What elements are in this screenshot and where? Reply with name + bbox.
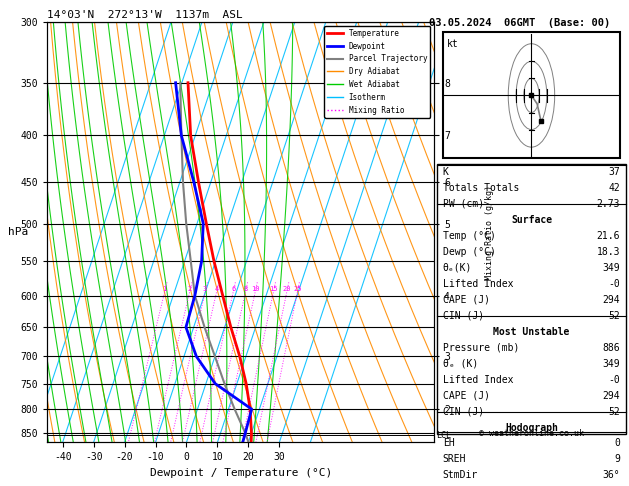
Text: 4: 4: [214, 286, 219, 292]
Text: 14°03'N  272°13'W  1137m  ASL: 14°03'N 272°13'W 1137m ASL: [47, 10, 243, 20]
Text: Totals Totals: Totals Totals: [443, 183, 519, 193]
Y-axis label: Mixing Ratio (g/kg): Mixing Ratio (g/kg): [484, 185, 494, 279]
Text: 2: 2: [187, 286, 192, 292]
Text: CIN (J): CIN (J): [443, 311, 484, 321]
FancyBboxPatch shape: [443, 33, 620, 158]
Text: 18.3: 18.3: [597, 247, 620, 257]
Text: 10: 10: [251, 286, 259, 292]
Text: © weatheronline.co.uk: © weatheronline.co.uk: [479, 429, 584, 438]
Text: 03.05.2024  06GMT  (Base: 00): 03.05.2024 06GMT (Base: 00): [429, 18, 610, 28]
Text: K: K: [443, 167, 448, 177]
Text: Hodograph: Hodograph: [505, 422, 558, 433]
Text: Dewp (°C): Dewp (°C): [443, 247, 496, 257]
Text: EH: EH: [443, 438, 455, 449]
Text: Surface: Surface: [511, 215, 552, 225]
Text: 25: 25: [293, 286, 301, 292]
Text: θₑ(K): θₑ(K): [443, 263, 472, 273]
Text: 21.6: 21.6: [597, 231, 620, 241]
Text: 6: 6: [231, 286, 235, 292]
Text: Most Unstable: Most Unstable: [493, 327, 570, 337]
Text: LCL: LCL: [436, 431, 451, 440]
Text: 2.73: 2.73: [597, 199, 620, 209]
Text: CAPE (J): CAPE (J): [443, 391, 490, 400]
Text: 20: 20: [282, 286, 291, 292]
Text: 8: 8: [243, 286, 247, 292]
Text: 886: 886: [603, 343, 620, 353]
Text: θₑ (K): θₑ (K): [443, 359, 478, 368]
Text: PW (cm): PW (cm): [443, 199, 484, 209]
Text: 36°: 36°: [603, 470, 620, 481]
Legend: Temperature, Dewpoint, Parcel Trajectory, Dry Adiabat, Wet Adiabat, Isotherm, Mi: Temperature, Dewpoint, Parcel Trajectory…: [324, 26, 430, 118]
Text: 1: 1: [162, 286, 167, 292]
Text: Temp (°C): Temp (°C): [443, 231, 496, 241]
Text: 15: 15: [269, 286, 277, 292]
Text: CIN (J): CIN (J): [443, 406, 484, 417]
Text: 349: 349: [603, 263, 620, 273]
Text: kt: kt: [447, 39, 459, 49]
Text: 52: 52: [608, 311, 620, 321]
Text: 3: 3: [203, 286, 207, 292]
Text: Pressure (mb): Pressure (mb): [443, 343, 519, 353]
Text: 9: 9: [615, 454, 620, 465]
Text: CAPE (J): CAPE (J): [443, 295, 490, 305]
Text: -0: -0: [608, 375, 620, 384]
Text: 294: 294: [603, 391, 620, 400]
Text: 349: 349: [603, 359, 620, 368]
Text: 52: 52: [608, 406, 620, 417]
Text: StmDir: StmDir: [443, 470, 478, 481]
Text: Lifted Index: Lifted Index: [443, 375, 513, 384]
Text: 42: 42: [608, 183, 620, 193]
Text: hPa: hPa: [8, 227, 28, 237]
Text: Lifted Index: Lifted Index: [443, 279, 513, 289]
Text: 37: 37: [608, 167, 620, 177]
Text: SREH: SREH: [443, 454, 466, 465]
X-axis label: Dewpoint / Temperature (°C): Dewpoint / Temperature (°C): [150, 468, 332, 478]
Text: 0: 0: [615, 438, 620, 449]
Text: 294: 294: [603, 295, 620, 305]
Text: -0: -0: [608, 279, 620, 289]
